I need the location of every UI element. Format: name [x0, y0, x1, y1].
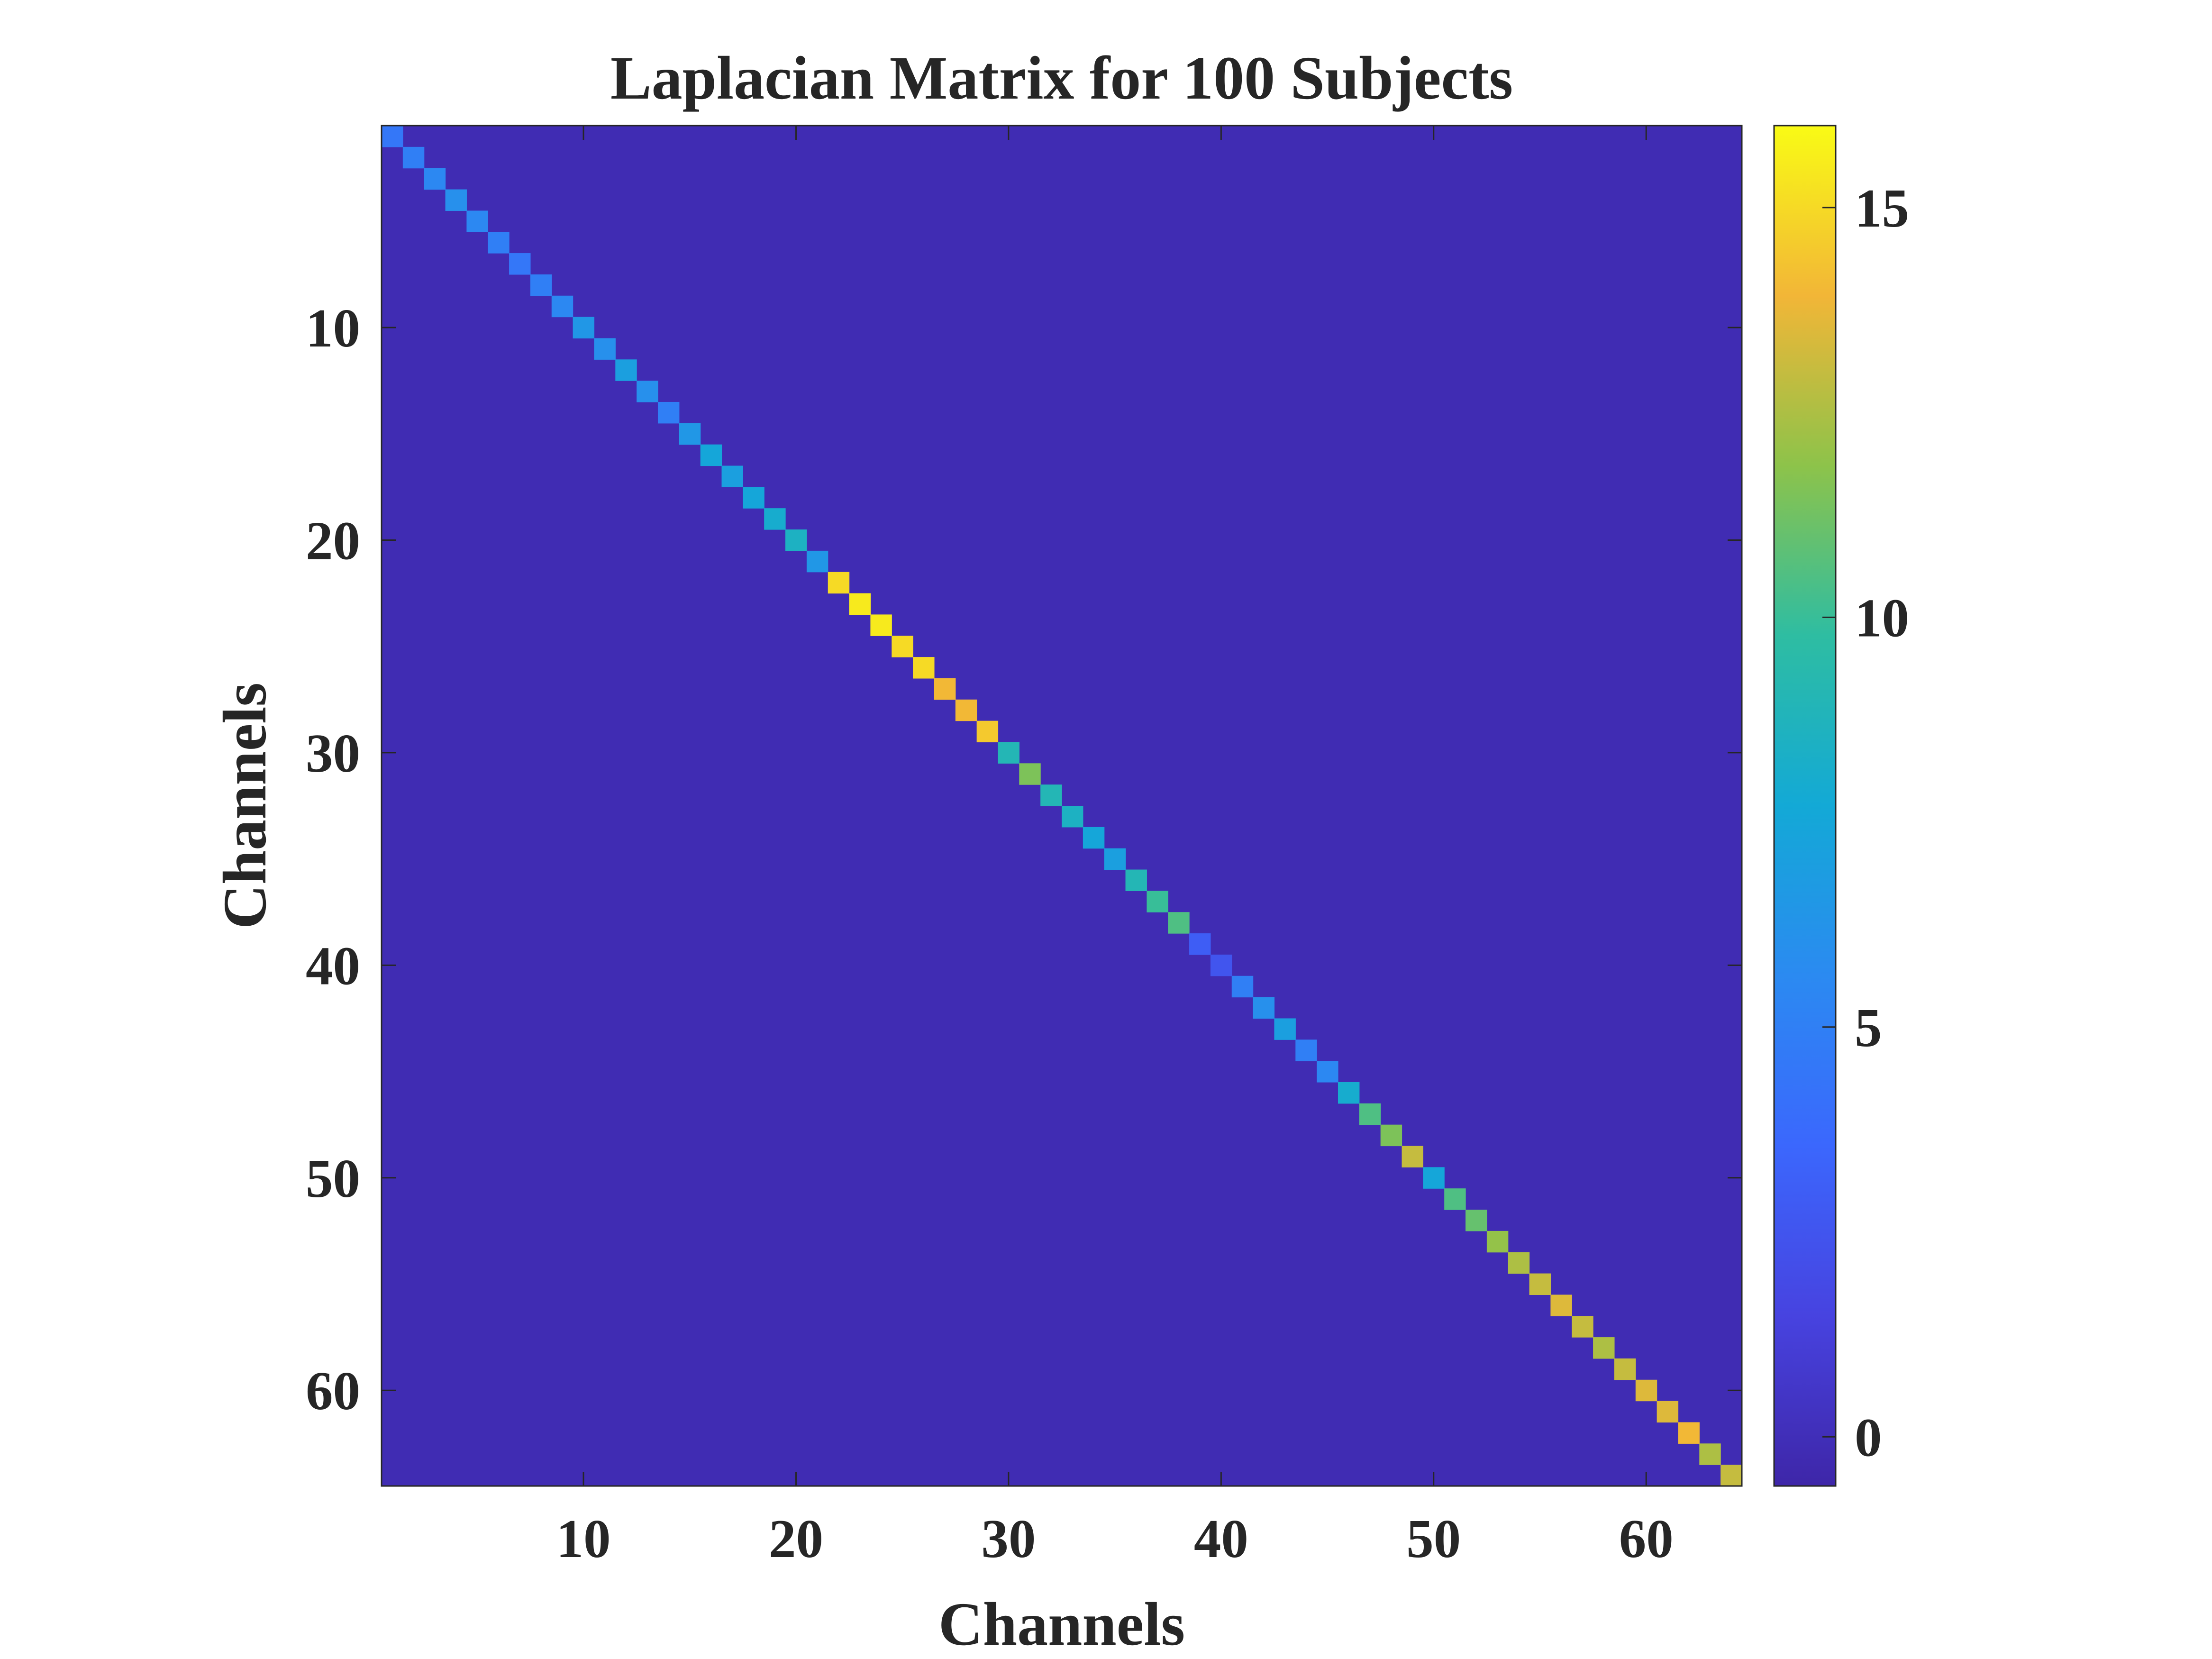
heatmap-cell-diagonal	[1231, 975, 1254, 998]
y-tick-label: 10	[306, 298, 360, 358]
heatmap-cell-diagonal	[1147, 891, 1168, 912]
heatmap-cell-diagonal	[637, 381, 658, 402]
heatmap-cell-diagonal	[1210, 954, 1232, 976]
chart-title: Laplacian Matrix for 100 Subjects	[610, 44, 1513, 112]
heatmap-cell-diagonal	[1274, 1018, 1296, 1040]
heatmap-cell-diagonal	[1019, 763, 1041, 785]
heatmap-cell-diagonal	[1168, 912, 1190, 934]
heatmap-cell-diagonal	[1614, 1358, 1636, 1380]
heatmap-cell-diagonal	[1189, 933, 1211, 955]
heatmap-cell-diagonal	[1720, 1465, 1742, 1486]
heatmap-cell-diagonal	[934, 678, 956, 700]
heatmap-cell-diagonal	[870, 614, 892, 636]
y-tick-label: 20	[306, 510, 360, 571]
heatmap-cell-diagonal	[721, 465, 743, 487]
heatmap-cell-diagonal	[402, 146, 425, 169]
heatmap-cell-diagonal	[466, 210, 488, 232]
heatmap-cell-diagonal	[849, 593, 871, 615]
heatmap-cell-diagonal	[1486, 1231, 1509, 1253]
heatmap-cell-diagonal	[445, 189, 467, 211]
heatmap-cell-diagonal	[955, 699, 977, 721]
heatmap-cell-diagonal	[1083, 827, 1105, 849]
x-tick-label: 40	[1194, 1509, 1248, 1569]
heatmap-cell-diagonal	[382, 126, 403, 147]
heatmap-cell-diagonal	[1104, 848, 1126, 870]
heatmap-cell-diagonal	[806, 550, 828, 573]
x-tick-label: 50	[1406, 1509, 1461, 1569]
plot-frame	[381, 125, 1743, 1487]
heatmap-cell-diagonal	[679, 423, 701, 445]
y-tick-label: 60	[306, 1361, 360, 1421]
heatmap-cell-diagonal	[998, 742, 1020, 764]
heatmap-cell-diagonal	[1359, 1103, 1381, 1125]
heatmap-cell-diagonal	[1529, 1273, 1551, 1295]
heatmap-cell-diagonal	[1253, 997, 1275, 1019]
colorbar-ticks: 0 5 10 15	[1822, 178, 1909, 1468]
heatmap-cell-diagonal	[1295, 1039, 1317, 1061]
heatmap-cell-diagonal	[764, 508, 786, 530]
heatmap-cell-diagonal	[1550, 1294, 1572, 1316]
heatmap-cell-diagonal	[1593, 1337, 1615, 1359]
heatmap-cell-diagonal	[700, 444, 722, 466]
heatmap-cell-diagonal	[1125, 869, 1147, 891]
heatmap-cell-diagonal	[828, 572, 850, 594]
y-axis-label: Channels	[211, 683, 279, 929]
y-tick-label: 40	[306, 936, 360, 996]
heatmap-cell-diagonal	[1466, 1210, 1487, 1231]
heatmap-cell-diagonal	[892, 636, 913, 657]
heatmap-cell-diagonal	[1444, 1188, 1466, 1210]
heatmap-cell-diagonal	[573, 317, 595, 339]
heatmap-cell-diagonal	[1040, 784, 1062, 806]
heatmap-cell-diagonal	[530, 274, 552, 296]
heatmap-cell-diagonal	[1572, 1316, 1593, 1338]
colorbar-tick-label: 15	[1855, 178, 1909, 238]
heatmap-cell-diagonal	[509, 253, 531, 275]
heatmap-cell-diagonal	[785, 529, 807, 551]
x-tick-label: 20	[769, 1509, 823, 1569]
heatmap-cell-diagonal	[1699, 1443, 1721, 1465]
heatmap-cell-diagonal	[424, 168, 446, 190]
heatmap-cell-diagonal	[1678, 1422, 1700, 1444]
heatmap-cell-diagonal	[1338, 1082, 1360, 1104]
heatmap-cell-diagonal	[1508, 1252, 1530, 1274]
heatmap-cell-diagonal	[1062, 806, 1083, 828]
heatmap-cell-diagonal	[913, 657, 935, 679]
heatmap-cell-diagonal	[1317, 1061, 1338, 1083]
heatmap-cell-diagonal	[551, 295, 573, 318]
heatmap-cell-diagonal	[488, 232, 510, 254]
heatmap-cell-diagonal	[1402, 1146, 1423, 1167]
x-axis-ticks: 10 20 30 40 50 60	[556, 126, 1674, 1569]
colorbar	[1773, 125, 1837, 1487]
colorbar-tick-label: 5	[1855, 998, 1882, 1058]
y-tick-label: 30	[306, 723, 360, 784]
heatmap-cell-diagonal	[1657, 1401, 1679, 1423]
colorbar-tick-label: 0	[1855, 1407, 1882, 1468]
heatmap-cell-diagonal	[615, 359, 637, 381]
x-tick-label: 30	[981, 1509, 1036, 1569]
x-axis-label: Channels	[938, 1590, 1185, 1659]
heatmap-cell-diagonal	[976, 720, 999, 743]
heatmap-cell-diagonal	[1635, 1379, 1657, 1402]
colorbar-tick-label: 10	[1855, 588, 1909, 648]
y-tick-label: 50	[306, 1149, 360, 1209]
x-tick-label: 10	[556, 1509, 611, 1569]
heatmap-cell-diagonal	[1423, 1167, 1445, 1189]
y-axis-ticks: 10 20 30 40 50 60	[306, 298, 1742, 1421]
x-tick-label: 60	[1619, 1509, 1674, 1569]
heatmap-cell-diagonal	[743, 487, 765, 509]
heatmap-cell-diagonal	[657, 401, 680, 424]
heatmap-cell-diagonal	[1380, 1124, 1402, 1147]
heatmap-cells	[382, 126, 1742, 1486]
heatmap-cell-diagonal	[594, 338, 616, 360]
